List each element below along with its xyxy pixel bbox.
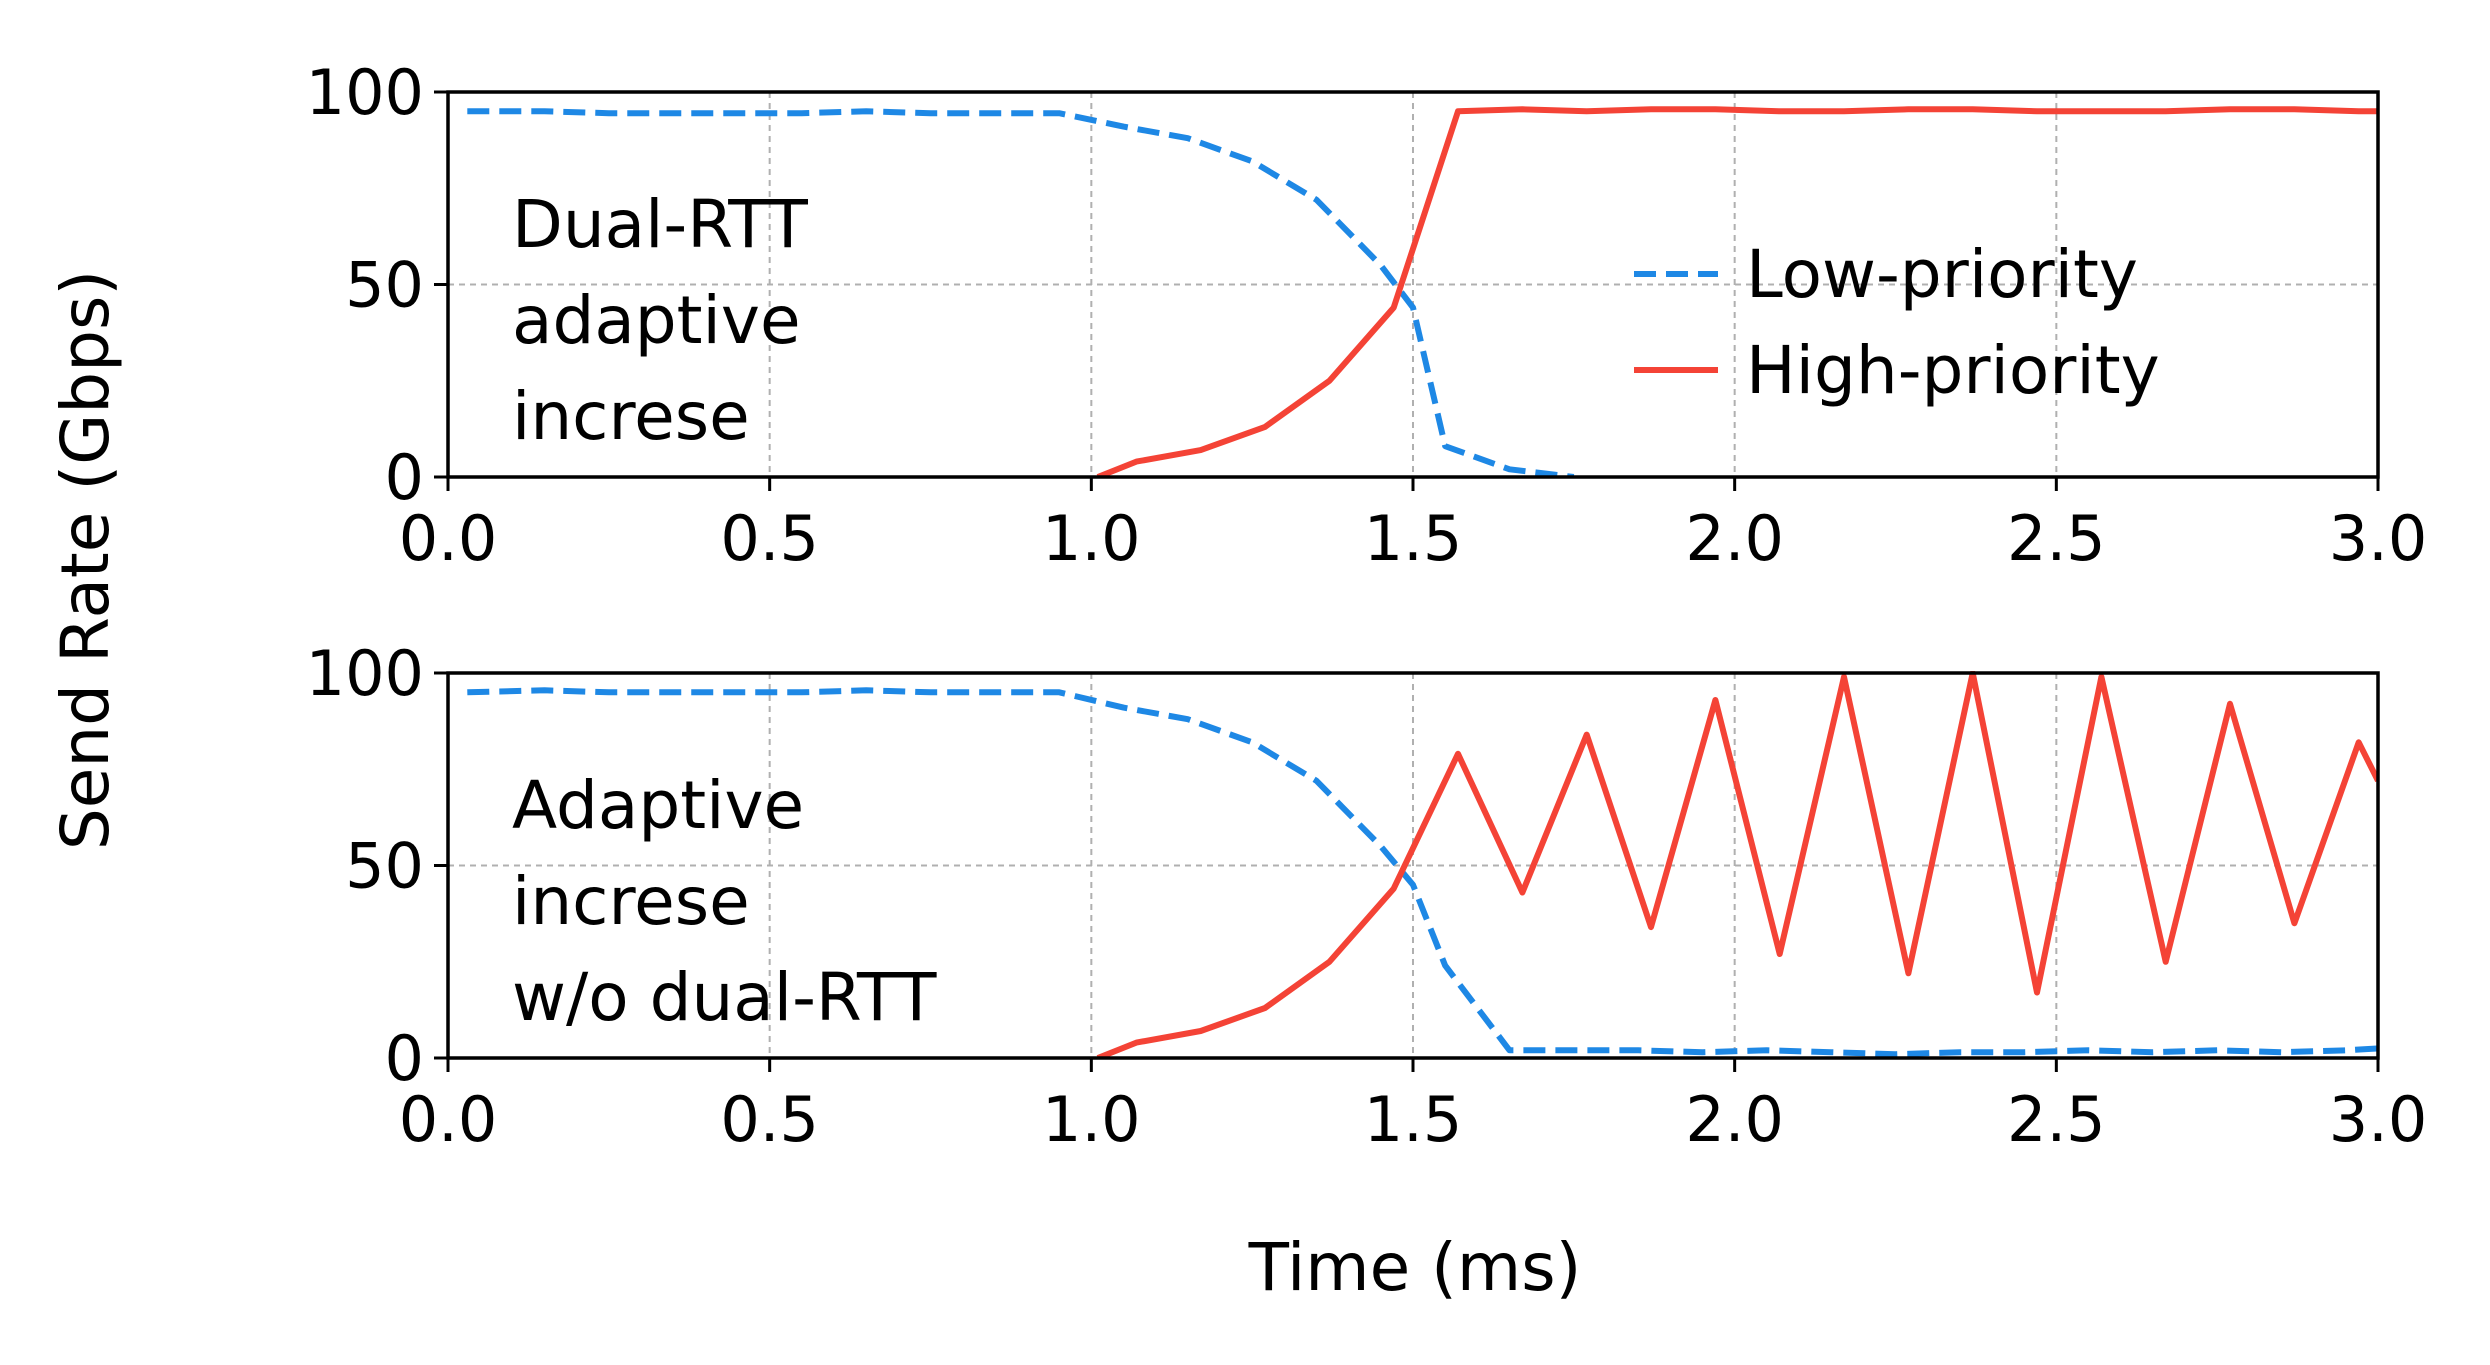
x-tick-label: 2.5 bbox=[2007, 502, 2106, 575]
x-tick-label: 0.0 bbox=[399, 502, 498, 575]
x-tick-label: 1.5 bbox=[1364, 502, 1463, 575]
low-priority-series-line bbox=[467, 687, 2378, 1058]
low-priority-legend-label: Low-priority bbox=[1746, 236, 2138, 313]
x-tick-label: 1.5 bbox=[1364, 1083, 1463, 1156]
annotation-line: Adaptive bbox=[512, 767, 804, 844]
annotation-line: w/o dual-RTT bbox=[512, 959, 937, 1036]
y-tick-label: 0 bbox=[385, 1022, 424, 1095]
x-tick-label: 1.0 bbox=[1042, 502, 1141, 575]
annotation-line: increse bbox=[512, 378, 750, 455]
y-tick-label: 50 bbox=[345, 830, 424, 903]
y-tick-label: 50 bbox=[345, 249, 424, 322]
annotation-line: increse bbox=[512, 863, 750, 940]
x-axis-title: Time (ms) bbox=[1248, 1229, 1582, 1306]
y-axis-title: Send Rate (Gbps) bbox=[47, 270, 124, 850]
x-tick-label: 0.5 bbox=[720, 502, 819, 575]
annotation-line: Dual-RTT bbox=[512, 186, 808, 263]
panel-annotation: Adaptive increse w/o dual-RTT bbox=[512, 767, 937, 1036]
x-tick-label: 1.0 bbox=[1042, 1083, 1141, 1156]
x-tick-label: 2.0 bbox=[1685, 1083, 1784, 1156]
panel-annotation: Dual-RTT adaptive increse bbox=[512, 186, 808, 455]
high-priority-series-line bbox=[1096, 106, 2378, 477]
x-tick-label: 2.0 bbox=[1685, 502, 1784, 575]
x-tick-label: 3.0 bbox=[2329, 502, 2428, 575]
legend: Low-priority High-priority bbox=[1634, 236, 2160, 409]
annotation-line: adaptive bbox=[512, 282, 801, 359]
panel-bottom: 0.0 0.5 1.0 1.5 2.0 2.5 3.0 0 50 100 Adaptive incre… bbox=[306, 637, 2428, 1156]
y-tick-label: 0 bbox=[385, 441, 424, 514]
x-tick-label: 0.0 bbox=[399, 1083, 498, 1156]
x-tick-label: 3.0 bbox=[2329, 1083, 2428, 1156]
low-priority-series-line bbox=[467, 108, 1575, 477]
y-tick-label: 100 bbox=[306, 56, 424, 129]
high-priority-series-line bbox=[1096, 671, 2378, 1058]
y-tick-label: 100 bbox=[306, 637, 424, 710]
x-tick-label: 0.5 bbox=[720, 1083, 819, 1156]
high-priority-legend-label: High-priority bbox=[1746, 332, 2160, 409]
panel-top: 0.0 0.5 1.0 1.5 2.0 2.5 3.0 0 50 100 Dual-RTT adapt… bbox=[306, 56, 2428, 575]
x-tick-label: 2.5 bbox=[2007, 1083, 2106, 1156]
